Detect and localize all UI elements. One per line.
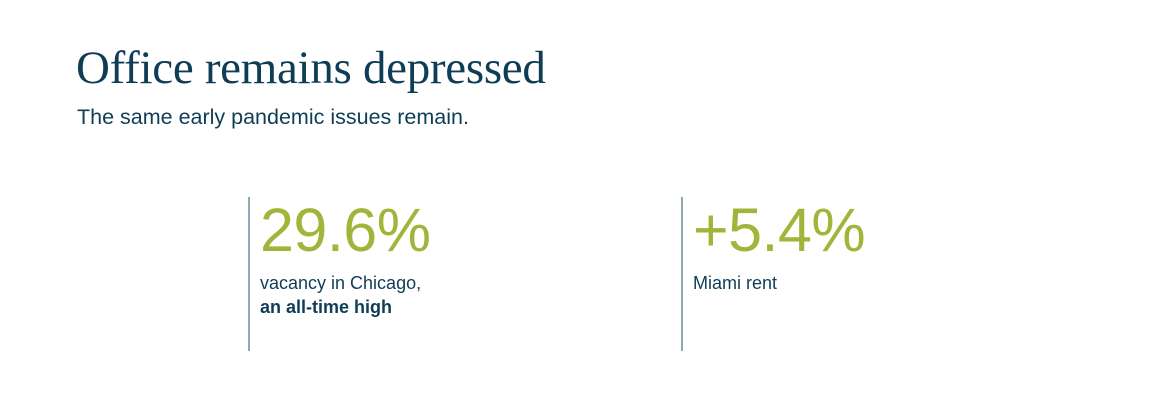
stat-label: vacancy in Chicago,	[260, 273, 422, 293]
stat-label-emphasis: an all-time high	[260, 297, 393, 317]
stat-label: Miami rent	[693, 273, 778, 293]
stat-chicago-vacancy: 29.6% vacancy in Chicago, an all-time hi…	[248, 197, 548, 351]
stat-miami-rent: +5.4% Miami rent	[681, 197, 981, 351]
page-title: Office remains depressed	[76, 42, 546, 94]
stat-value: 29.6%	[260, 196, 431, 264]
page-subtitle: The same early pandemic issues remain.	[77, 105, 469, 129]
stat-value: +5.4%	[693, 196, 866, 264]
